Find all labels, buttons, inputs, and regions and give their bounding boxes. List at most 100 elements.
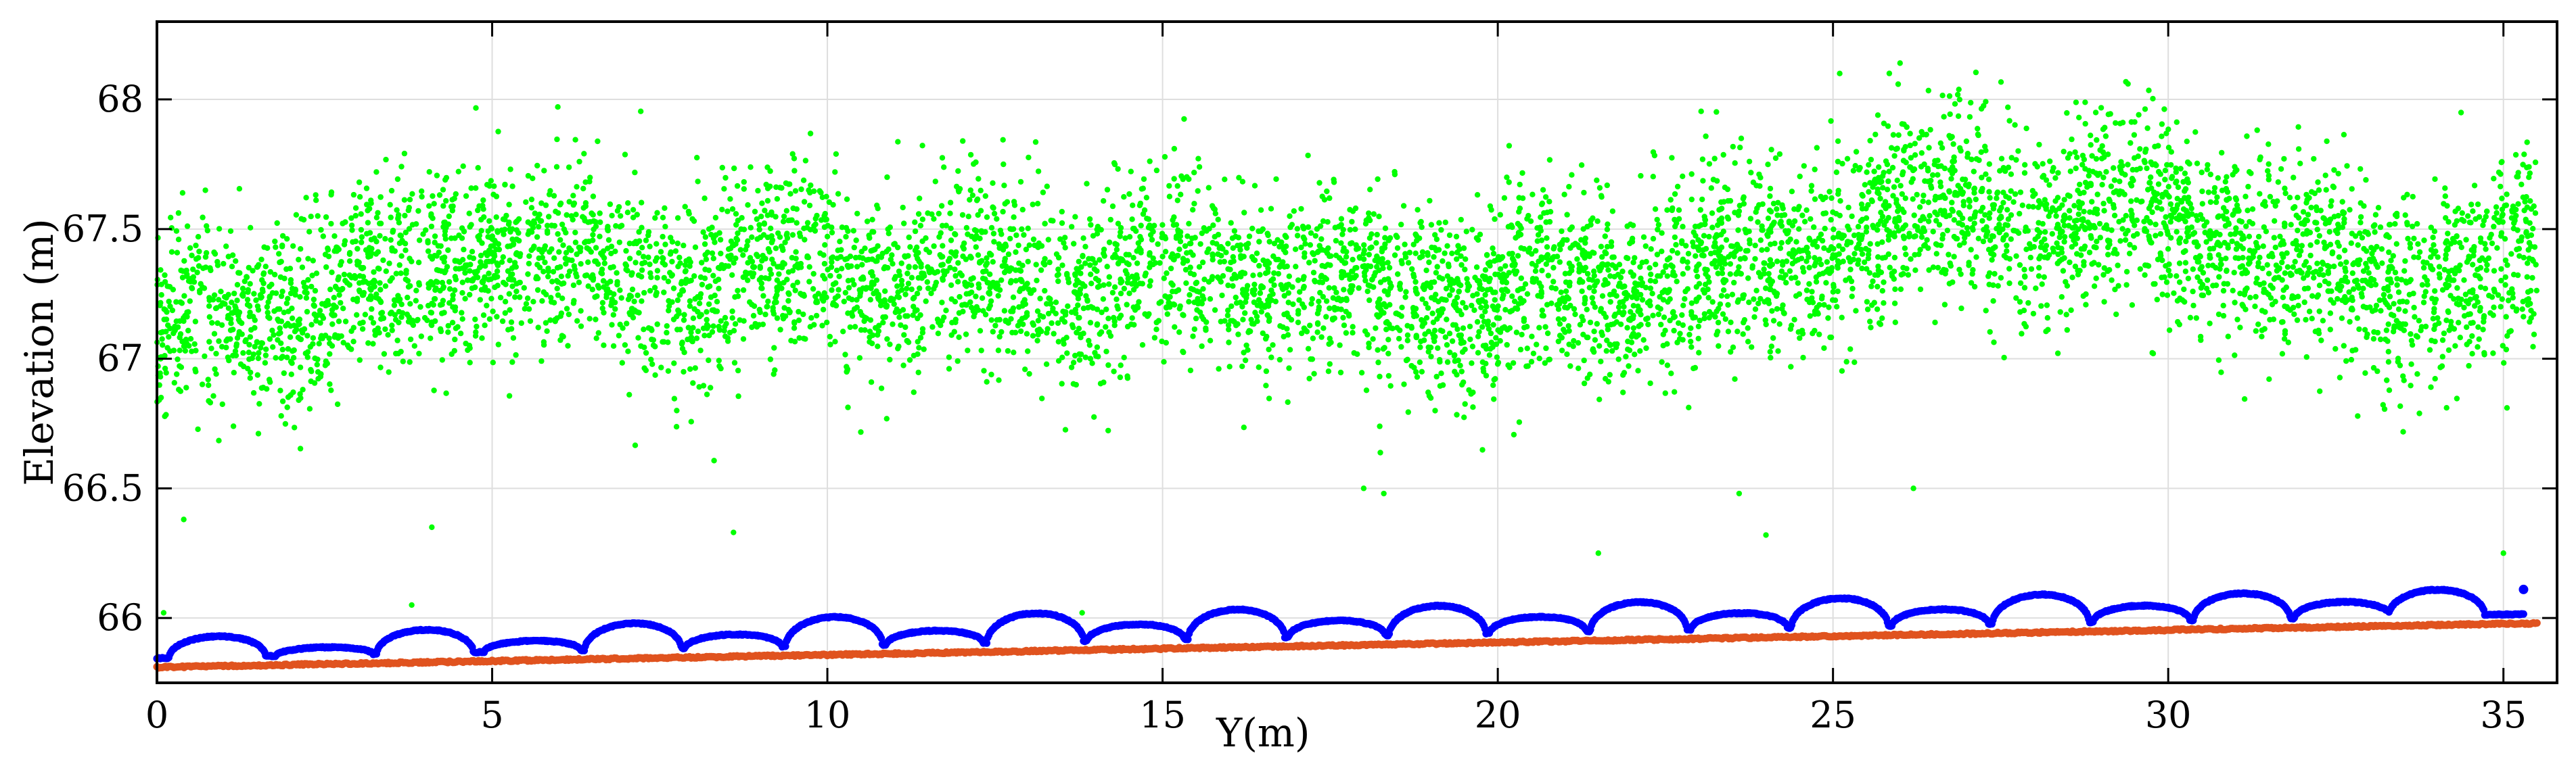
green-point <box>2194 160 2201 166</box>
green-point <box>590 212 596 218</box>
green-point <box>702 234 709 240</box>
green-point <box>1128 168 1134 174</box>
green-point <box>1183 280 1189 286</box>
green-point <box>1690 243 1697 249</box>
green-point <box>2174 229 2180 235</box>
green-point <box>1086 216 1093 222</box>
green-point <box>1462 346 1468 352</box>
green-point <box>1798 256 1805 262</box>
green-point <box>2504 405 2510 411</box>
green-point <box>672 248 679 254</box>
green-point <box>350 191 357 198</box>
green-point <box>1205 185 1212 191</box>
green-point <box>750 312 757 319</box>
green-point <box>1751 296 1757 302</box>
green-point <box>2036 273 2042 279</box>
green-point <box>2201 222 2207 229</box>
green-point <box>360 274 367 280</box>
green-point <box>555 104 561 110</box>
green-point <box>1062 427 1069 433</box>
green-point <box>708 385 714 391</box>
green-point <box>802 158 809 164</box>
green-point <box>1567 363 1573 369</box>
green-point <box>2349 186 2355 192</box>
green-point <box>833 151 840 157</box>
green-point <box>776 271 782 277</box>
green-point <box>1504 288 1511 294</box>
green-point <box>258 256 264 262</box>
green-point <box>2098 105 2104 111</box>
green-point <box>1100 296 1107 302</box>
green-point <box>253 297 259 304</box>
green-point <box>1454 276 1460 282</box>
green-point <box>2091 283 2098 289</box>
green-point <box>469 249 476 255</box>
green-point <box>534 287 541 293</box>
green-point <box>1509 293 1515 299</box>
green-point <box>2004 242 2010 249</box>
green-point <box>246 356 252 362</box>
green-point <box>1449 250 1455 256</box>
green-point <box>1477 231 1484 237</box>
green-point <box>2088 181 2094 187</box>
green-point <box>639 267 645 273</box>
green-point <box>1975 126 1981 132</box>
green-point <box>2490 350 2496 356</box>
green-point <box>2470 287 2476 293</box>
green-point <box>1864 306 1871 312</box>
green-point <box>1164 311 1171 317</box>
green-point <box>2268 295 2274 301</box>
green-point <box>1316 298 1322 305</box>
green-point <box>1486 352 1493 358</box>
green-point <box>1419 249 1426 255</box>
green-point <box>2383 327 2390 333</box>
green-point <box>1295 319 1302 326</box>
green-point <box>367 293 374 299</box>
green-point <box>875 206 881 212</box>
green-point <box>829 229 835 236</box>
green-point <box>1937 140 1944 146</box>
green-point <box>572 137 578 143</box>
green-point <box>2244 269 2251 276</box>
green-point <box>1055 320 1061 327</box>
green-point <box>1385 373 1392 379</box>
green-point <box>1059 316 1065 322</box>
green-point <box>292 425 298 431</box>
green-point <box>1176 246 1182 252</box>
green-point <box>2182 186 2189 192</box>
green-point <box>674 327 681 333</box>
green-point <box>2253 328 2259 334</box>
green-point <box>1603 314 1609 320</box>
green-point <box>524 295 531 302</box>
green-point <box>973 244 980 250</box>
green-point <box>2358 220 2364 226</box>
green-point <box>517 279 523 286</box>
green-point <box>2167 272 2174 279</box>
green-point <box>1352 205 1359 212</box>
green-point <box>1925 178 1931 185</box>
green-point <box>356 194 363 200</box>
green-point <box>1375 176 1381 183</box>
green-point <box>1979 218 1985 224</box>
green-point <box>2180 216 2186 222</box>
green-point <box>2395 289 2402 295</box>
green-point <box>1171 176 1177 182</box>
green-point <box>2324 138 2330 145</box>
green-point <box>867 297 874 303</box>
green-point <box>1309 296 1316 302</box>
green-point <box>1596 396 1603 402</box>
green-point <box>262 360 269 366</box>
green-point <box>1282 233 1289 239</box>
green-point <box>1482 291 1488 298</box>
green-point <box>847 324 854 331</box>
green-point <box>256 401 262 407</box>
green-point <box>2518 181 2525 187</box>
green-point <box>955 260 961 266</box>
green-point <box>1688 344 1695 350</box>
green-point <box>463 193 469 199</box>
green-point <box>1215 216 1221 222</box>
green-point <box>1001 183 1007 189</box>
green-point <box>1406 249 1413 256</box>
green-point <box>1375 314 1381 320</box>
green-point <box>2142 106 2148 112</box>
